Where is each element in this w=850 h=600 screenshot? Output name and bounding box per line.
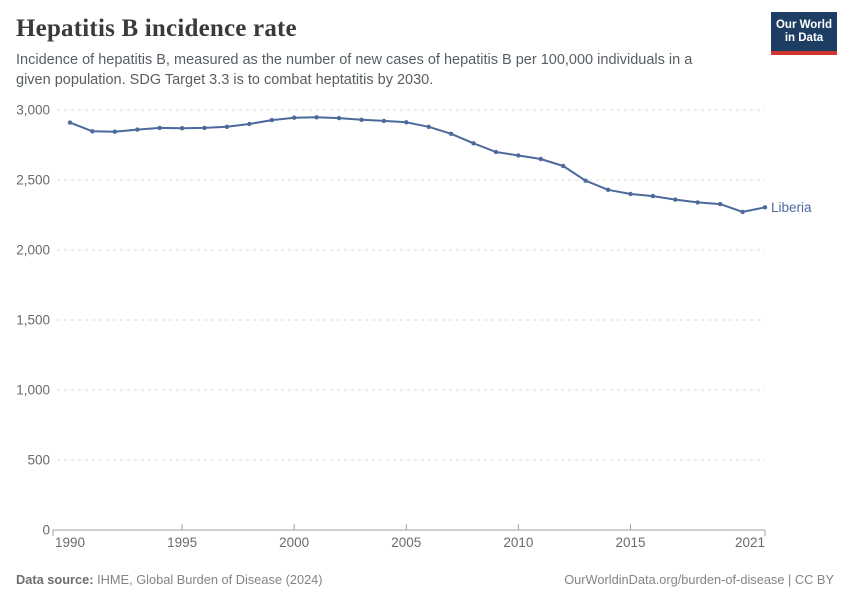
data-point: [448, 131, 454, 136]
data-point: [740, 209, 745, 215]
data-point: [718, 201, 723, 207]
y-axis-label: 2,000: [16, 243, 50, 258]
data-point: [224, 124, 230, 129]
data-point: [650, 193, 656, 199]
owid-logo[interactable]: Our World in Data: [771, 12, 837, 55]
data-line: [69, 116, 766, 213]
data-point: [493, 149, 499, 155]
data-point: [673, 197, 678, 202]
data-point: [247, 121, 252, 127]
data-source-label: Data source:: [16, 572, 94, 587]
data-point: [561, 163, 566, 169]
data-point: [516, 153, 521, 158]
y-axis-label: 1,500: [16, 313, 50, 328]
data-point: [605, 187, 611, 192]
chart-subtitle: Incidence of hepatitis B, measured as th…: [16, 52, 693, 88]
data-point: [269, 117, 274, 123]
data-source-text: IHME, Global Burden of Disease (2024): [93, 572, 323, 587]
data-point: [404, 120, 409, 125]
owid-logo-line1: Our World: [775, 19, 832, 31]
license-text: | CC BY: [784, 572, 834, 587]
data-point: [381, 118, 387, 124]
entity-label: Liberia: [771, 200, 812, 215]
data-point: [695, 200, 700, 205]
data-point: [538, 156, 543, 162]
data-point: [179, 126, 185, 131]
x-axis-label: 2000: [279, 535, 309, 550]
owid-url-link[interactable]: OurWorldinData.org/burden-of-disease: [564, 572, 785, 587]
y-axis-label: 3,000: [16, 103, 50, 118]
data-point: [628, 191, 633, 197]
chart-footer: Data source: IHME, Global Burden of Dise…: [16, 572, 834, 587]
y-axis-label: 1,000: [16, 383, 50, 398]
data-point: [762, 205, 768, 210]
data-point: [112, 129, 118, 134]
page-title: Hepatitis B incidence rate: [16, 15, 297, 42]
data-point: [426, 124, 431, 129]
data-point: [90, 129, 95, 134]
data-point: [471, 141, 476, 146]
data-point: [67, 120, 73, 125]
x-axis-label: 2015: [615, 535, 645, 550]
y-axis-label: 2,500: [16, 173, 50, 188]
x-axis-label: 1995: [167, 535, 197, 550]
y-axis-label: 500: [27, 453, 50, 468]
footer-right: OurWorldinData.org/burden-of-disease | C…: [564, 572, 834, 587]
owid-logo-line2: in Data: [784, 32, 824, 44]
x-axis-label: 2010: [503, 535, 533, 550]
data-point: [202, 125, 207, 131]
data-source: Data source: IHME, Global Burden of Dise…: [16, 572, 323, 587]
x-axis-label: 1990: [55, 535, 85, 550]
data-point: [157, 125, 162, 131]
x-axis-label: 2021: [735, 535, 765, 550]
data-point: [314, 115, 319, 120]
data-point: [359, 117, 364, 123]
data-point: [135, 127, 140, 132]
x-axis-label: 2005: [391, 535, 421, 550]
data-point: [583, 178, 588, 183]
data-point: [336, 115, 342, 121]
data-point: [292, 115, 297, 120]
y-axis-label: 0: [42, 523, 50, 538]
